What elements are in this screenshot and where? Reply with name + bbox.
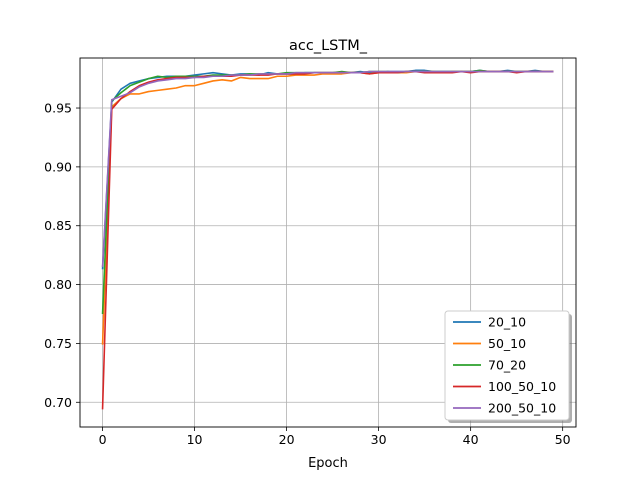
- y-tick-label: 0.85: [44, 218, 72, 233]
- legend: 20_10 50_10 70_20 100_50_10 200_50_10: [444, 310, 572, 423]
- x-tick-label: 40: [463, 432, 479, 447]
- grid-layer: [80, 58, 576, 427]
- y-tick-label: 0.80: [44, 277, 72, 292]
- legend-box: [444, 310, 570, 421]
- legend-label: 100_50_10: [488, 379, 556, 394]
- x-tick-label: 50: [555, 432, 571, 447]
- legend-label: 20_10: [488, 315, 526, 330]
- chart-title: acc_LSTM_: [289, 38, 368, 54]
- x-tick-label: 30: [371, 432, 387, 447]
- plot-area-frame: [79, 57, 577, 428]
- legend-label: 200_50_10: [488, 401, 556, 416]
- x-tick-label: 0: [99, 432, 107, 447]
- y-axis: 0.70 0.75 0.80 0.85 0.90 0.95: [44, 101, 80, 410]
- x-tick-label: 10: [187, 432, 203, 447]
- x-axis-label: Epoch: [308, 456, 348, 471]
- y-tick-label: 0.70: [44, 395, 72, 410]
- x-axis: 0 10 20 30 40 50: [99, 427, 571, 447]
- y-tick-label: 0.95: [44, 101, 72, 116]
- legend-label: 50_10: [488, 336, 526, 351]
- series-layer: [101, 69, 554, 410]
- y-tick-label: 0.90: [44, 159, 72, 174]
- legend-label: 70_20: [488, 358, 526, 373]
- y-tick-label: 0.75: [44, 336, 72, 351]
- series-line-200_50_10: [101, 70, 554, 267]
- x-tick-label: 20: [279, 432, 295, 447]
